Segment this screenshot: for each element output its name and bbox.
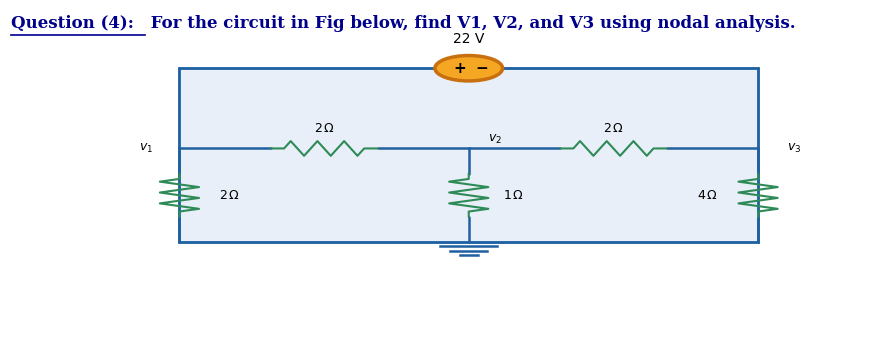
Text: $v_3$: $v_3$ bbox=[787, 142, 801, 155]
Text: $2\,\Omega$: $2\,\Omega$ bbox=[603, 122, 624, 135]
Text: −: − bbox=[476, 61, 488, 76]
Text: +: + bbox=[454, 61, 466, 76]
Text: $v_1$: $v_1$ bbox=[138, 142, 153, 155]
Text: $4\,\Omega$: $4\,\Omega$ bbox=[697, 189, 718, 202]
Circle shape bbox=[435, 56, 503, 81]
Text: For the circuit in Fig below, find V1, V2, and V3 using nodal analysis.: For the circuit in Fig below, find V1, V… bbox=[145, 15, 796, 32]
Text: $2\,\Omega$: $2\,\Omega$ bbox=[313, 122, 335, 135]
Text: $v_2$: $v_2$ bbox=[488, 132, 503, 146]
Text: 22 V: 22 V bbox=[453, 32, 484, 46]
Text: Question (4):: Question (4): bbox=[11, 15, 134, 32]
Polygon shape bbox=[179, 68, 758, 242]
Text: $1\,\Omega$: $1\,\Omega$ bbox=[503, 189, 523, 202]
Text: $2\,\Omega$: $2\,\Omega$ bbox=[220, 189, 240, 202]
